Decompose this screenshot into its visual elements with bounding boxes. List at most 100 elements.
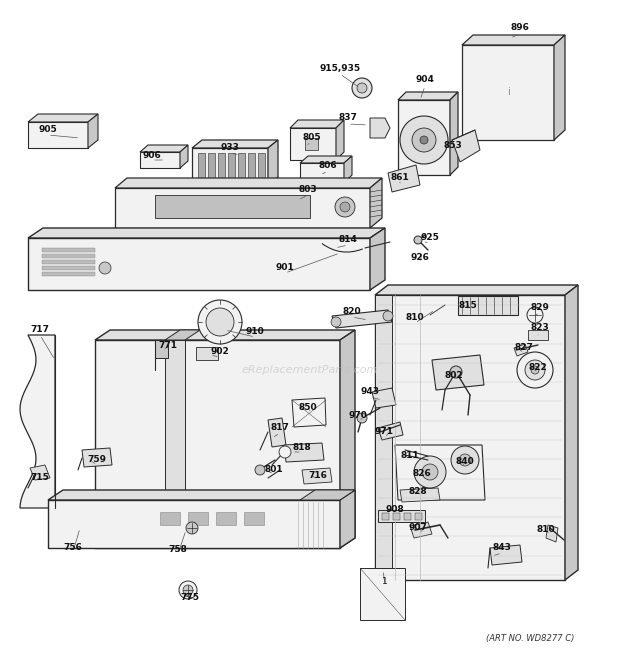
Polygon shape	[378, 510, 425, 522]
Circle shape	[179, 581, 197, 599]
Text: 814: 814	[339, 235, 358, 245]
Text: 908: 908	[386, 506, 404, 514]
Polygon shape	[42, 272, 95, 276]
Text: 811: 811	[401, 451, 419, 459]
Polygon shape	[192, 140, 278, 148]
Text: eReplacementParts.com: eReplacementParts.com	[242, 365, 378, 375]
Polygon shape	[115, 178, 382, 188]
Circle shape	[183, 585, 193, 595]
Polygon shape	[336, 120, 344, 160]
Circle shape	[99, 262, 111, 274]
Polygon shape	[268, 140, 278, 185]
Polygon shape	[198, 153, 205, 180]
Polygon shape	[140, 152, 180, 168]
Circle shape	[357, 83, 367, 93]
Polygon shape	[388, 165, 420, 192]
Text: 933: 933	[221, 143, 239, 153]
Text: 843: 843	[492, 543, 512, 553]
Circle shape	[527, 307, 543, 323]
Polygon shape	[48, 500, 340, 548]
Text: 717: 717	[30, 325, 50, 334]
Text: 943: 943	[360, 387, 379, 397]
Polygon shape	[395, 445, 485, 500]
Polygon shape	[42, 260, 95, 264]
Polygon shape	[462, 35, 565, 45]
Circle shape	[414, 236, 422, 244]
Polygon shape	[95, 330, 355, 340]
Polygon shape	[30, 465, 50, 480]
Polygon shape	[332, 310, 392, 328]
Circle shape	[517, 352, 553, 388]
Text: 850: 850	[299, 403, 317, 412]
Polygon shape	[415, 513, 422, 520]
Polygon shape	[28, 228, 385, 238]
Polygon shape	[160, 512, 180, 525]
Polygon shape	[284, 443, 324, 462]
Polygon shape	[290, 128, 336, 160]
Polygon shape	[514, 344, 528, 356]
Polygon shape	[398, 92, 458, 100]
Polygon shape	[305, 138, 318, 150]
Text: 840: 840	[456, 457, 474, 467]
Polygon shape	[375, 295, 392, 580]
Polygon shape	[292, 188, 348, 210]
Text: 853: 853	[444, 141, 463, 149]
Text: 823: 823	[531, 323, 549, 332]
Circle shape	[412, 128, 436, 152]
Polygon shape	[452, 130, 480, 162]
Polygon shape	[258, 153, 265, 180]
Text: 826: 826	[413, 469, 432, 479]
Polygon shape	[196, 347, 218, 360]
Polygon shape	[565, 285, 578, 580]
Polygon shape	[300, 490, 355, 500]
Polygon shape	[216, 512, 236, 525]
Circle shape	[525, 360, 545, 380]
Polygon shape	[115, 188, 370, 228]
Polygon shape	[42, 266, 95, 270]
Circle shape	[186, 522, 198, 534]
Polygon shape	[458, 296, 518, 315]
Polygon shape	[370, 228, 385, 290]
Text: 971: 971	[374, 428, 394, 436]
Polygon shape	[340, 490, 355, 548]
Text: 902: 902	[211, 348, 229, 356]
Text: 810: 810	[537, 525, 556, 535]
Polygon shape	[450, 92, 458, 175]
Polygon shape	[400, 488, 440, 502]
Polygon shape	[375, 295, 565, 580]
Polygon shape	[370, 178, 382, 228]
Circle shape	[414, 456, 446, 488]
Polygon shape	[95, 340, 340, 548]
Polygon shape	[188, 512, 208, 525]
Polygon shape	[244, 512, 264, 525]
Text: 861: 861	[391, 173, 409, 182]
Circle shape	[255, 465, 265, 475]
Polygon shape	[42, 248, 95, 252]
Text: 817: 817	[270, 424, 290, 432]
Text: 925: 925	[420, 233, 440, 243]
Polygon shape	[300, 163, 344, 183]
Text: 758: 758	[169, 545, 187, 555]
Polygon shape	[404, 513, 411, 520]
Text: 906: 906	[143, 151, 161, 159]
Polygon shape	[88, 114, 98, 148]
Polygon shape	[393, 513, 400, 520]
Polygon shape	[302, 468, 332, 484]
Text: 756: 756	[64, 543, 82, 553]
Text: 806: 806	[319, 161, 337, 171]
Polygon shape	[292, 398, 326, 427]
Circle shape	[422, 464, 438, 480]
Polygon shape	[432, 355, 484, 390]
Text: 803: 803	[299, 186, 317, 194]
Text: 915,935: 915,935	[319, 63, 361, 73]
Polygon shape	[554, 35, 565, 140]
Polygon shape	[20, 335, 55, 508]
Polygon shape	[82, 448, 112, 467]
Polygon shape	[268, 418, 286, 447]
Polygon shape	[155, 195, 310, 218]
Text: 818: 818	[293, 444, 311, 453]
Circle shape	[450, 366, 462, 378]
Text: 904: 904	[415, 75, 435, 85]
Circle shape	[352, 78, 372, 98]
Text: 715: 715	[30, 473, 50, 483]
